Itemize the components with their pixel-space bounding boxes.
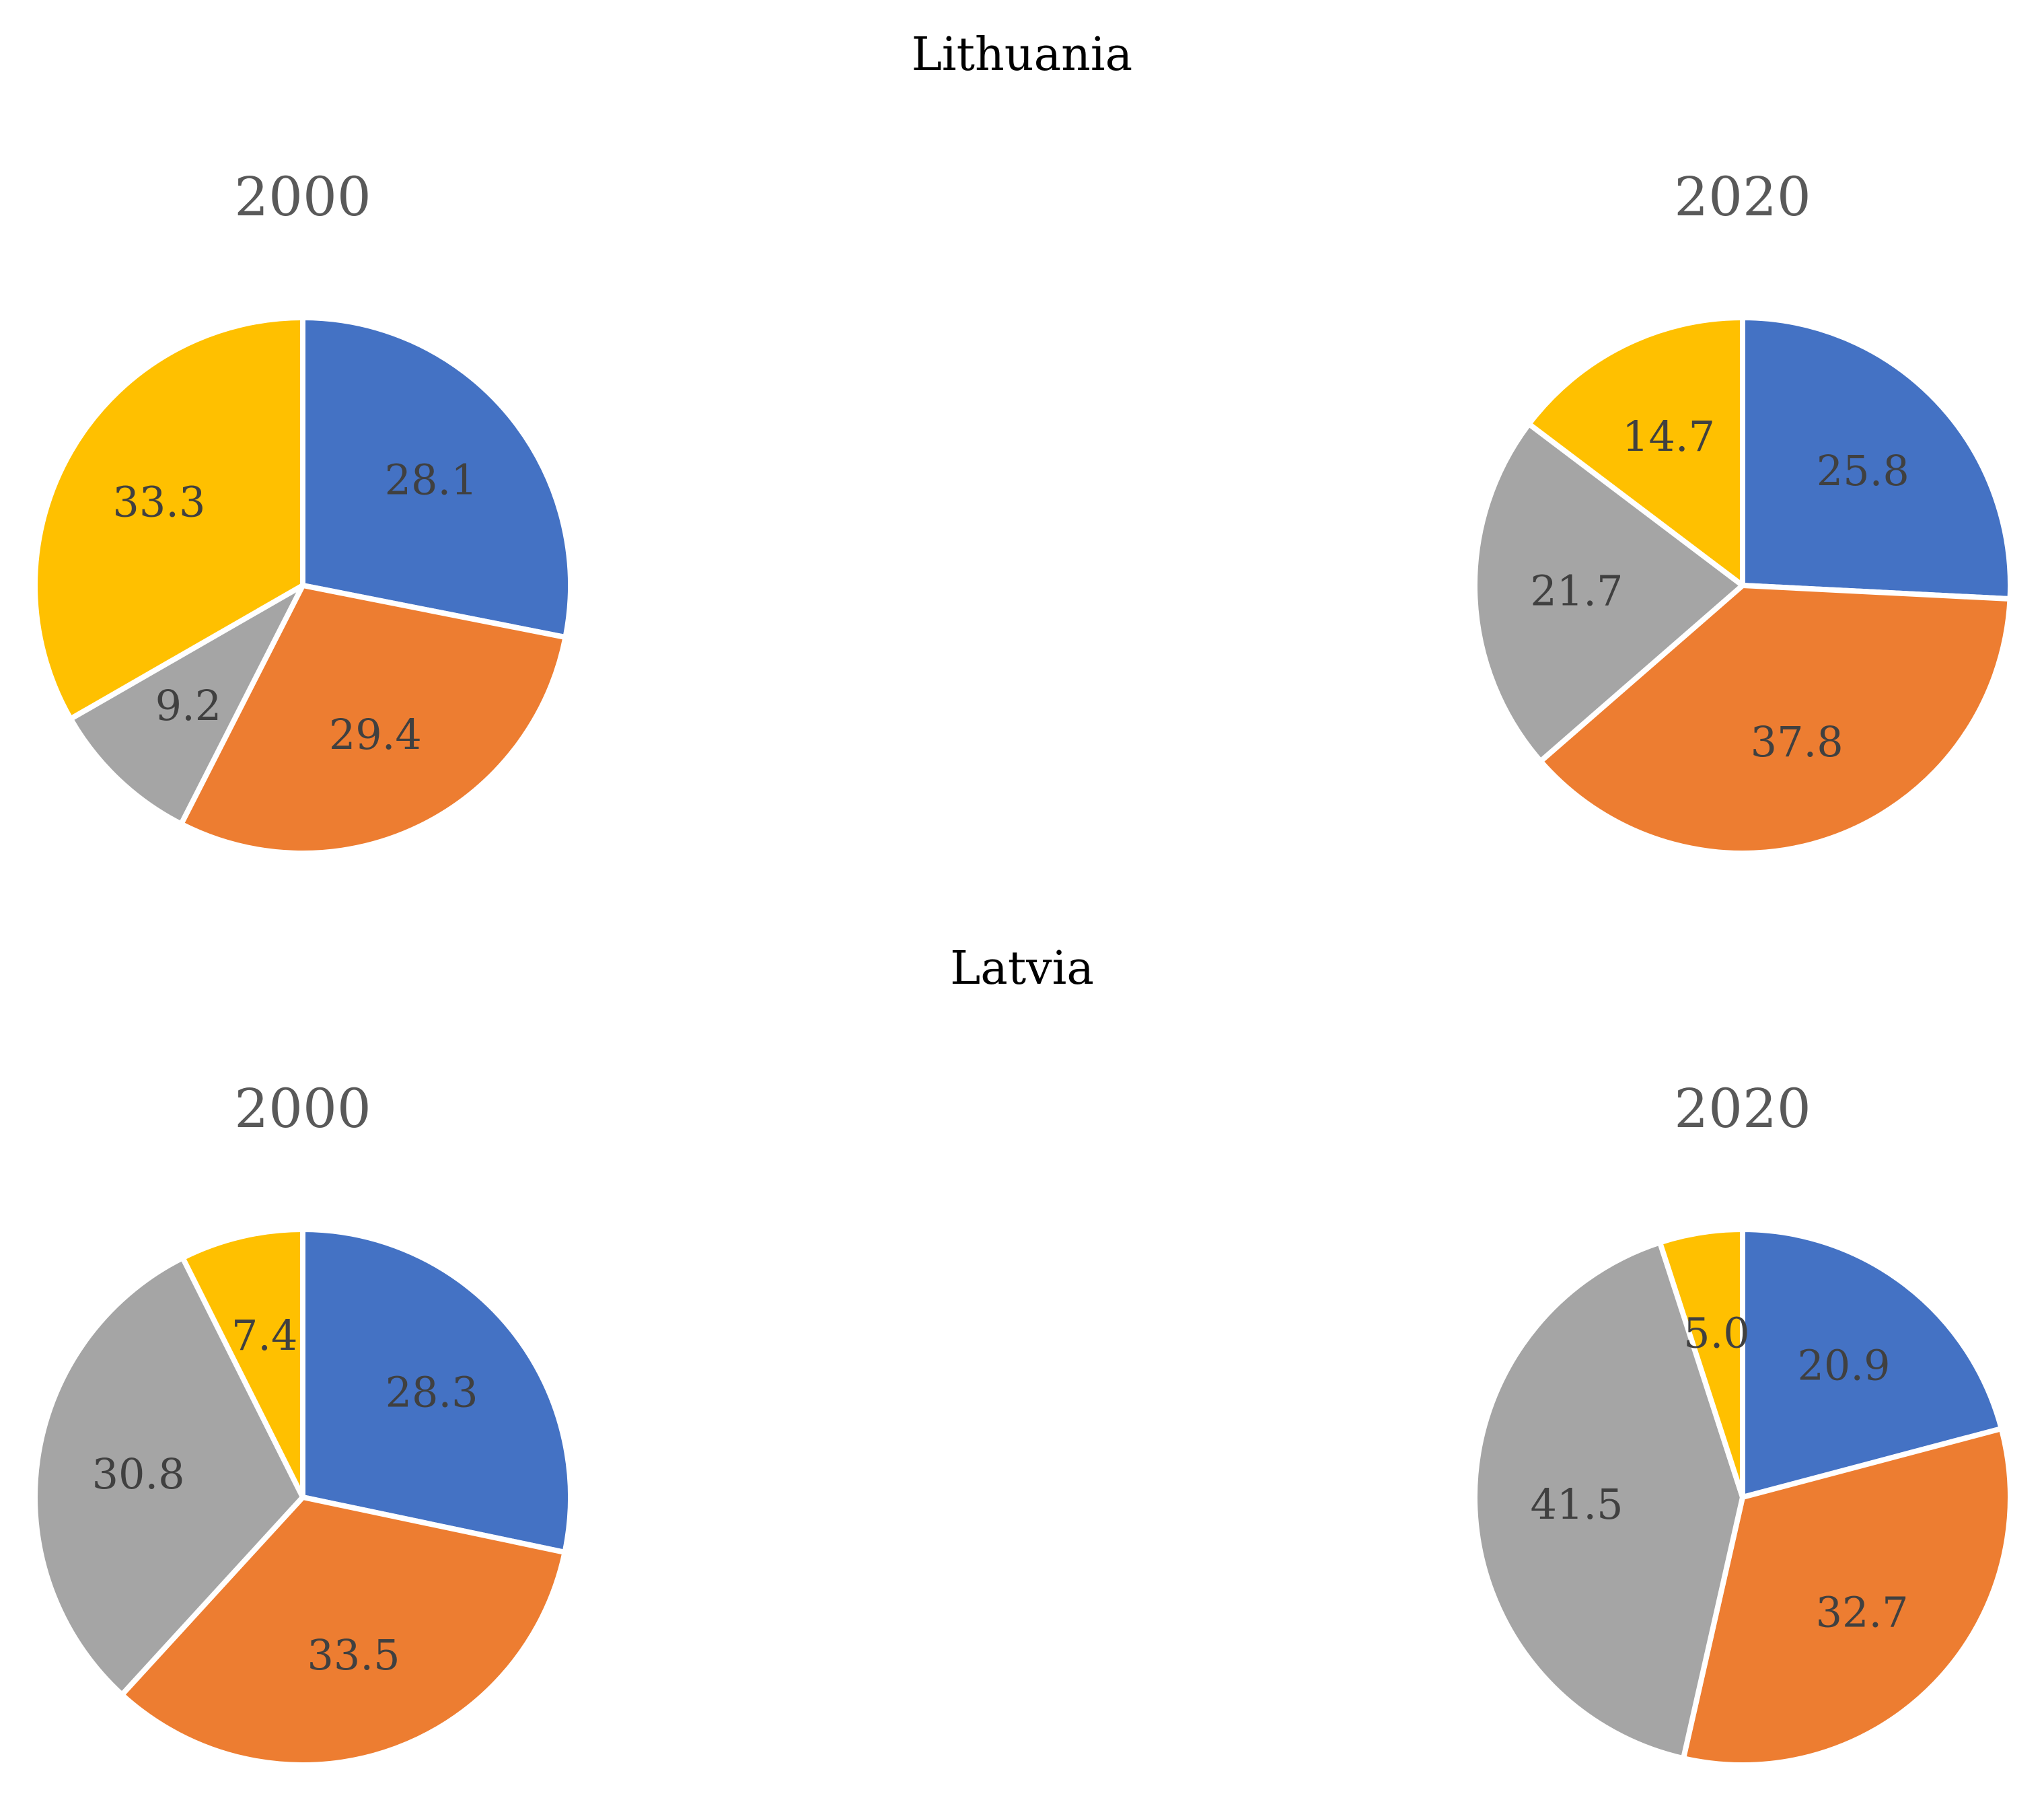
pie-data-label-lithuania-2020-2: 37.8: [1751, 717, 1844, 766]
pie-data-label-latvia-2020-1: 20.9: [1797, 1340, 1890, 1390]
pie-data-label-latvia-2000-1: 28.3: [386, 1368, 478, 1417]
pie-slice-lithuania-2020-4: [1526, 315, 1745, 588]
pie-data-label-lithuania-2000-3: 9.2: [155, 681, 222, 730]
pie-slice-latvia-2020-1: [1740, 1227, 2004, 1500]
pie-slice-lithuania-2020-1: [1740, 315, 2013, 602]
section-title-lithuania: Lithuania: [911, 28, 1133, 81]
pie-chart-latvia-2020: 2020 20.9 32.7 41.5 5.0: [1472, 1077, 2013, 1768]
pie-slice-latvia-2020-2: [1681, 1426, 2013, 1768]
pie-data-label-lithuania-2000-2: 29.4: [329, 710, 422, 759]
pie-chart-latvia-2000: 2000 28.3 33.5 30.8 7.4: [32, 1077, 573, 1768]
pie-slice-latvia-2020-4: [1657, 1227, 1745, 1500]
pie-data-label-lithuania-2020-4: 14.7: [1622, 412, 1715, 461]
pie-chart-lithuania-2000: 2000 28.1 29.4 9.2 33.3: [32, 166, 573, 856]
pie-title-lithuania-2000: 2000: [234, 166, 371, 228]
pie-data-label-latvia-2000-2: 33.5: [307, 1630, 400, 1680]
pie-slice-lithuania-2000-4: [32, 315, 305, 722]
pie-slice-lithuania-2000-1: [300, 315, 573, 641]
pie-title-latvia-2020: 2020: [1674, 1077, 1811, 1140]
pie-title-lithuania-2020: 2020: [1674, 166, 1811, 228]
pie-data-label-latvia-2020-4: 5.0: [1683, 1308, 1750, 1357]
pie-slice-latvia-2020-3: [1472, 1239, 1745, 1762]
pie-slice-latvia-2000-2: [119, 1495, 568, 1768]
pie-slice-lithuania-2020-3: [1472, 421, 1745, 764]
pie-data-label-lithuania-2000-1: 28.1: [385, 455, 478, 504]
pie-data-label-latvia-2020-2: 32.7: [1816, 1587, 1909, 1636]
pie-data-label-lithuania-2020-1: 25.8: [1817, 446, 1909, 495]
pie-chart-lithuania-2020: 2020 25.8 37.8 21.7 14.7: [1472, 166, 2013, 856]
section-title-latvia: Latvia: [950, 942, 1094, 995]
pie-slice-lithuania-2000-2: [178, 583, 569, 856]
pie-data-label-lithuania-2000-4: 33.3: [112, 477, 205, 526]
pie-data-label-latvia-2020-3: 41.5: [1530, 1480, 1623, 1529]
pie-data-label-lithuania-2020-3: 21.7: [1530, 567, 1623, 616]
pie-data-label-latvia-2000-3: 30.8: [92, 1449, 185, 1499]
pie-slice-lithuania-2000-3: [67, 583, 305, 827]
pie-slice-lithuania-2020-2: [1537, 583, 2013, 856]
pie-slice-latvia-2000-1: [300, 1227, 573, 1555]
pie-slice-latvia-2000-4: [180, 1227, 305, 1500]
pie-data-label-latvia-2000-4: 7.4: [231, 1311, 298, 1360]
pie-title-latvia-2000: 2000: [234, 1077, 371, 1140]
